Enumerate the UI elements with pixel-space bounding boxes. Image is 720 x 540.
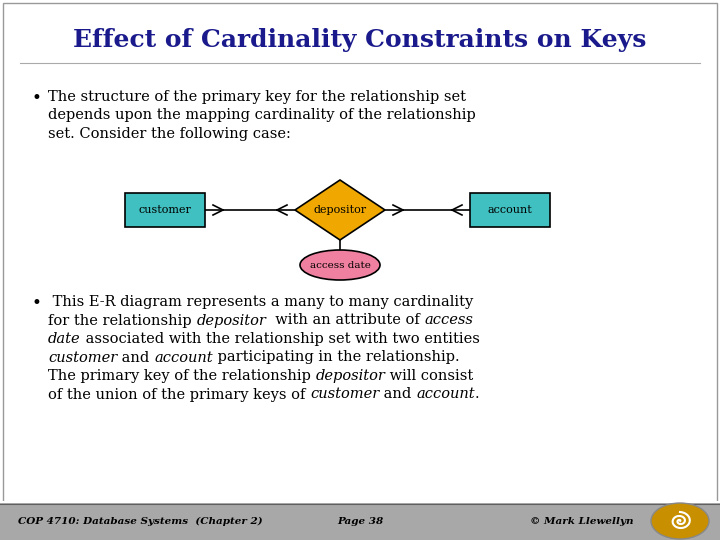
Text: depositor: depositor [313,205,366,215]
Ellipse shape [300,250,380,280]
Text: .: . [474,388,480,402]
Text: Effect of Cardinality Constraints on Keys: Effect of Cardinality Constraints on Key… [73,28,647,52]
Text: depends upon the mapping cardinality of the relationship: depends upon the mapping cardinality of … [48,109,476,123]
Text: customer: customer [310,388,379,402]
Text: This E-R diagram represents a many to many cardinality: This E-R diagram represents a many to ma… [48,295,473,309]
Text: © Mark Llewellyn: © Mark Llewellyn [530,516,634,525]
Text: Page 38: Page 38 [337,516,383,525]
Text: with an attribute of: with an attribute of [266,314,425,327]
Bar [0,502,720,540]
Text: for the relationship: for the relationship [48,314,197,327]
Ellipse shape [651,503,709,539]
Text: and: and [379,388,416,402]
Polygon shape [295,180,385,240]
Text: participating in the relationship.: participating in the relationship. [212,350,459,365]
Text: associated with the relationship set with two entities: associated with the relationship set wit… [81,332,480,346]
Text: •: • [32,90,42,107]
Text: account: account [154,350,212,365]
Text: depositor: depositor [197,314,266,327]
Text: will consist: will consist [385,369,474,383]
Text: set. Consider the following case:: set. Consider the following case: [48,127,291,141]
Text: customer: customer [138,205,192,215]
Text: access date: access date [310,260,370,269]
Text: access: access [425,314,473,327]
Text: date: date [48,332,81,346]
Text: •: • [32,295,42,312]
Text: The primary key of the relationship: The primary key of the relationship [48,369,315,383]
Text: of the union of the primary keys of: of the union of the primary keys of [48,388,310,402]
Text: and: and [117,350,154,365]
Text: The structure of the primary key for the relationship set: The structure of the primary key for the… [48,90,466,104]
FancyBboxPatch shape [470,193,550,227]
Text: account: account [487,205,532,215]
Text: customer: customer [48,350,117,365]
Text: COP 4710: Database Systems  (Chapter 2): COP 4710: Database Systems (Chapter 2) [18,516,263,525]
FancyBboxPatch shape [3,3,717,537]
Text: account: account [416,388,474,402]
FancyBboxPatch shape [125,193,205,227]
Text: depositor: depositor [315,369,385,383]
